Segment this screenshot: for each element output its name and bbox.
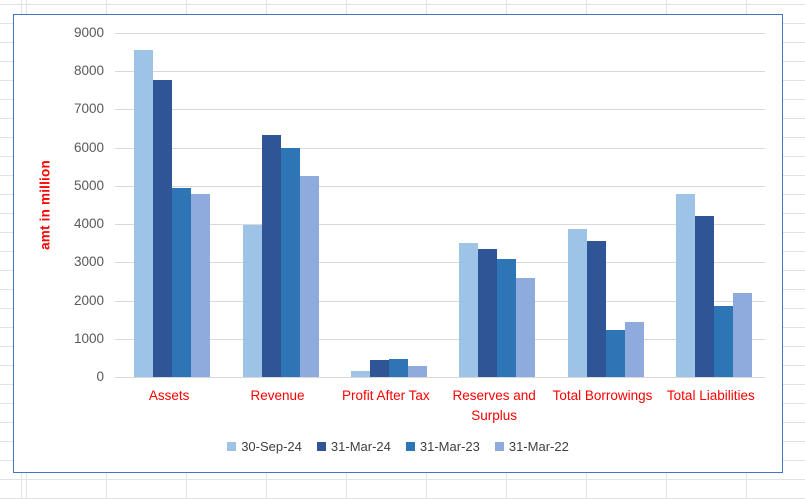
y-tick-label: 6000 [73,139,104,155]
gridline [115,300,765,302]
bar-31-Mar-23-revenue[interactable] [280,148,300,377]
bar-30-Sep-24-total-liabilities[interactable] [675,193,695,377]
bar-31-Mar-24-total-liabilities[interactable] [694,216,714,377]
category-label: Total Liabilities [666,388,755,403]
bar-31-Mar-23-total-borrowings[interactable] [605,330,625,377]
legend-swatch [494,442,504,451]
legend-item-31-Mar-24[interactable]: 31-Mar-24 [316,439,391,454]
bar-31-Mar-24-assets[interactable] [153,79,173,377]
bar-31-Mar-22-total-liabilities[interactable] [732,293,752,377]
bar-31-Mar-23-profit-after-tax[interactable] [388,358,408,377]
legend-label: 31-Mar-23 [419,439,480,454]
category-label: Reserves and Surplus [452,388,536,423]
gridline [115,33,765,34]
legend-swatch [227,442,237,451]
legend-swatch [316,442,326,451]
bar-30-Sep-24-reserves-and-surplus[interactable] [459,242,479,377]
legend-label: 31-Mar-24 [330,439,391,454]
y-tick-label: 4000 [73,216,104,232]
y-tick-label: 1000 [73,330,104,346]
y-tick-label: 5000 [73,177,104,193]
legend-item-30-Sep-24[interactable]: 30-Sep-24 [227,439,302,454]
legend-item-31-Mar-23[interactable]: 31-Mar-23 [405,439,480,454]
legend-label: 30-Sep-24 [241,439,302,454]
gridline [115,338,765,340]
bar-31-Mar-24-profit-after-tax[interactable] [369,360,389,377]
gridline [115,377,765,378]
bar-31-Mar-24-reserves-and-surplus[interactable] [478,249,498,377]
bar-30-Sep-24-total-borrowings[interactable] [567,229,587,377]
bar-31-Mar-22-reserves-and-surplus[interactable] [516,278,536,377]
y-axis-title: amt in million [37,160,53,250]
bar-31-Mar-22-assets[interactable] [191,193,211,377]
bar-31-Mar-23-reserves-and-surplus[interactable] [497,259,517,377]
gridline [115,109,765,111]
legend-item-31-Mar-22[interactable]: 31-Mar-22 [494,439,569,454]
bar-30-Sep-24-revenue[interactable] [242,224,262,377]
y-tick-label: 7000 [73,101,104,117]
bar-31-Mar-22-profit-after-tax[interactable] [407,365,427,377]
bar-31-Mar-24-revenue[interactable] [261,135,281,377]
gridline [115,262,765,264]
legend[interactable]: 30-Sep-24 31-Mar-24 31-Mar-23 31-Mar-22 [14,439,782,454]
gridline [115,147,765,149]
gridline [115,71,765,73]
category-label: Assets [148,388,190,403]
category-label: Profit After Tax [342,388,430,403]
y-tick-label: 9000 [73,25,104,40]
gridline [115,185,765,187]
legend-swatch [405,442,415,451]
category-label: Total Borrowings [552,388,653,403]
category-label: Revenue [250,388,305,403]
bar-31-Mar-23-assets[interactable] [172,187,192,377]
y-tick-label: 0 [96,369,104,384]
chart-container[interactable]: amt in million 0 1000 2000 3000 4000 5000 6000… [13,14,783,473]
bar-31-Mar-23-total-liabilities[interactable] [713,305,733,377]
y-tick-label: 8000 [73,63,104,79]
bar-30-Sep-24-assets[interactable] [134,50,154,377]
bar-30-Sep-24-profit-after-tax[interactable] [350,371,370,377]
bar-31-Mar-22-revenue[interactable] [299,176,319,377]
gridline [115,224,765,226]
legend-label: 31-Mar-22 [508,439,569,454]
bar-31-Mar-22-total-borrowings[interactable] [624,321,644,377]
y-tick-label: 3000 [73,254,104,270]
bar-31-Mar-24-total-borrowings[interactable] [586,240,606,377]
y-tick-label: 2000 [73,292,104,308]
